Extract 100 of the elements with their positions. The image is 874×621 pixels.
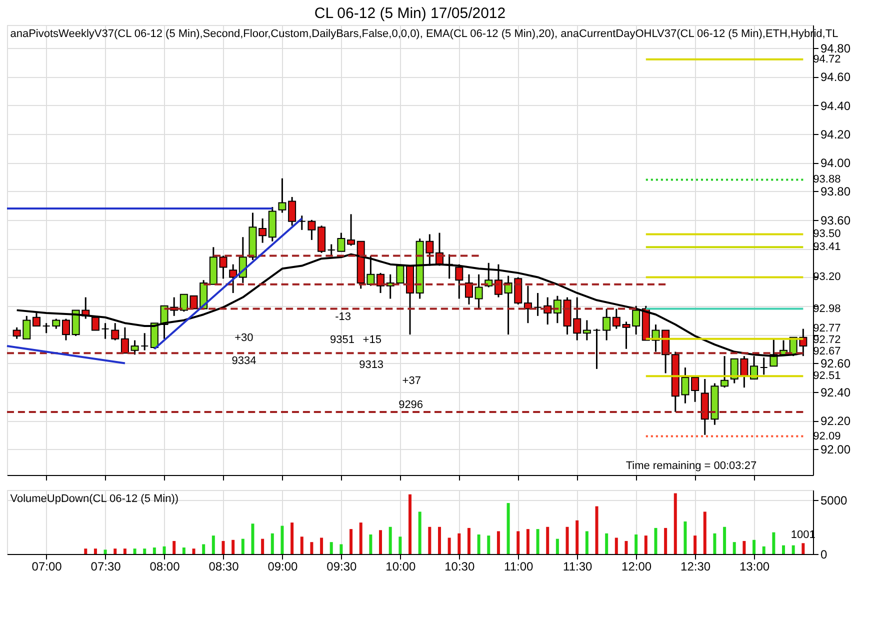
candlestick: [602, 308, 611, 342]
bar: [516, 531, 520, 554]
annotation: 9334: [232, 355, 256, 367]
bar: [762, 546, 766, 554]
x-tick-label: 09:30: [326, 560, 358, 574]
bar: [182, 547, 186, 554]
x-tick-label: 07:30: [90, 560, 122, 574]
bar: [388, 526, 392, 554]
bar: [703, 512, 706, 554]
candlestick: [42, 322, 50, 334]
bar: [340, 544, 343, 554]
bar: [732, 542, 736, 554]
bar: [172, 540, 176, 554]
text: 92.72: [813, 334, 841, 346]
annotation: 9351: [330, 334, 355, 346]
candlestick: [553, 295, 562, 324]
annotation: +37: [402, 375, 421, 387]
bar: [202, 544, 206, 554]
x-tick-label: 11:30: [563, 560, 592, 574]
candlestick: [298, 214, 306, 231]
data-label: 92.77: [813, 322, 841, 335]
bar: [487, 536, 490, 554]
annotation: +15: [362, 334, 382, 346]
bar: [330, 542, 333, 554]
candlestick: [455, 264, 464, 300]
y-tick-label: 93.60: [820, 213, 851, 228]
annotation: VolumeUpDown(CL 06-12 (5 Min)): [10, 493, 179, 505]
bar: [556, 538, 559, 554]
bar: [438, 526, 441, 554]
bar: [350, 529, 353, 554]
bar: [772, 532, 776, 554]
y-tick-label: 92.40: [820, 385, 851, 400]
bar: [585, 531, 588, 554]
candlestick: [101, 322, 110, 340]
bar: [595, 506, 598, 554]
bar: [782, 545, 786, 554]
bar: [104, 550, 107, 554]
candlestick: [258, 218, 267, 244]
candlestick: [376, 272, 385, 294]
candlestick: [474, 274, 483, 310]
candlestick: [484, 262, 493, 288]
candlestick: [534, 292, 542, 317]
bar: [496, 531, 500, 554]
data-label: 94.72: [813, 53, 841, 66]
y-tick-label: 94.20: [820, 127, 851, 142]
x-tick-label: 08:00: [150, 560, 180, 574]
bar: [84, 548, 88, 554]
bar: [644, 536, 648, 554]
bar: [398, 536, 402, 554]
bar: [143, 548, 146, 554]
bar: [310, 542, 314, 554]
bar: [624, 540, 628, 554]
candlestick: [278, 178, 286, 214]
bar: [674, 493, 677, 554]
bar: [123, 548, 126, 554]
bar: [408, 494, 412, 554]
x-tick-label: 10:30: [444, 560, 475, 574]
bar: [634, 534, 638, 554]
bar: [133, 548, 136, 554]
candlestick: [288, 196, 296, 226]
candlestick: [229, 264, 238, 294]
bar: [448, 538, 451, 554]
bar: [212, 536, 215, 554]
bar: [241, 538, 244, 554]
data-label: 93.20: [813, 271, 841, 284]
bar: [605, 533, 608, 554]
data-label: 92.51: [813, 370, 841, 382]
y-tick-label: 0: [820, 548, 828, 562]
candlestick: [592, 328, 601, 370]
y-tick-label: 94.00: [820, 156, 851, 170]
annotation: Time remaining = 00:03:27: [626, 460, 757, 472]
bar: [752, 540, 756, 554]
candlestick: [720, 355, 729, 388]
annotation: -13: [335, 311, 352, 323]
y-tick-label: 94.80: [820, 41, 851, 56]
x-tick-label: 07:00: [32, 560, 62, 574]
bar: [114, 548, 117, 554]
bar: [506, 503, 510, 554]
bar: [467, 528, 470, 554]
x-tick-label: 09:00: [268, 560, 298, 574]
candlestick: [91, 316, 100, 331]
bar: [723, 526, 726, 554]
candlestick: [308, 219, 316, 241]
x-tick-label: 11:00: [504, 560, 534, 574]
candlestick: [494, 264, 502, 298]
bar: [251, 524, 254, 554]
bar: [300, 536, 304, 554]
bar: [418, 512, 422, 554]
candlestick: [347, 213, 356, 246]
candlestick: [130, 340, 139, 356]
bar: [192, 548, 196, 554]
y-tick-label: 93.80: [820, 184, 851, 199]
bar: [802, 543, 805, 554]
y-tick-label: 92.20: [820, 414, 851, 428]
candlestick: [582, 319, 591, 342]
data-label: 92.67: [813, 346, 841, 358]
candlestick: [691, 375, 700, 403]
bar: [280, 526, 284, 554]
bar: [536, 529, 540, 554]
bar: [320, 538, 324, 554]
